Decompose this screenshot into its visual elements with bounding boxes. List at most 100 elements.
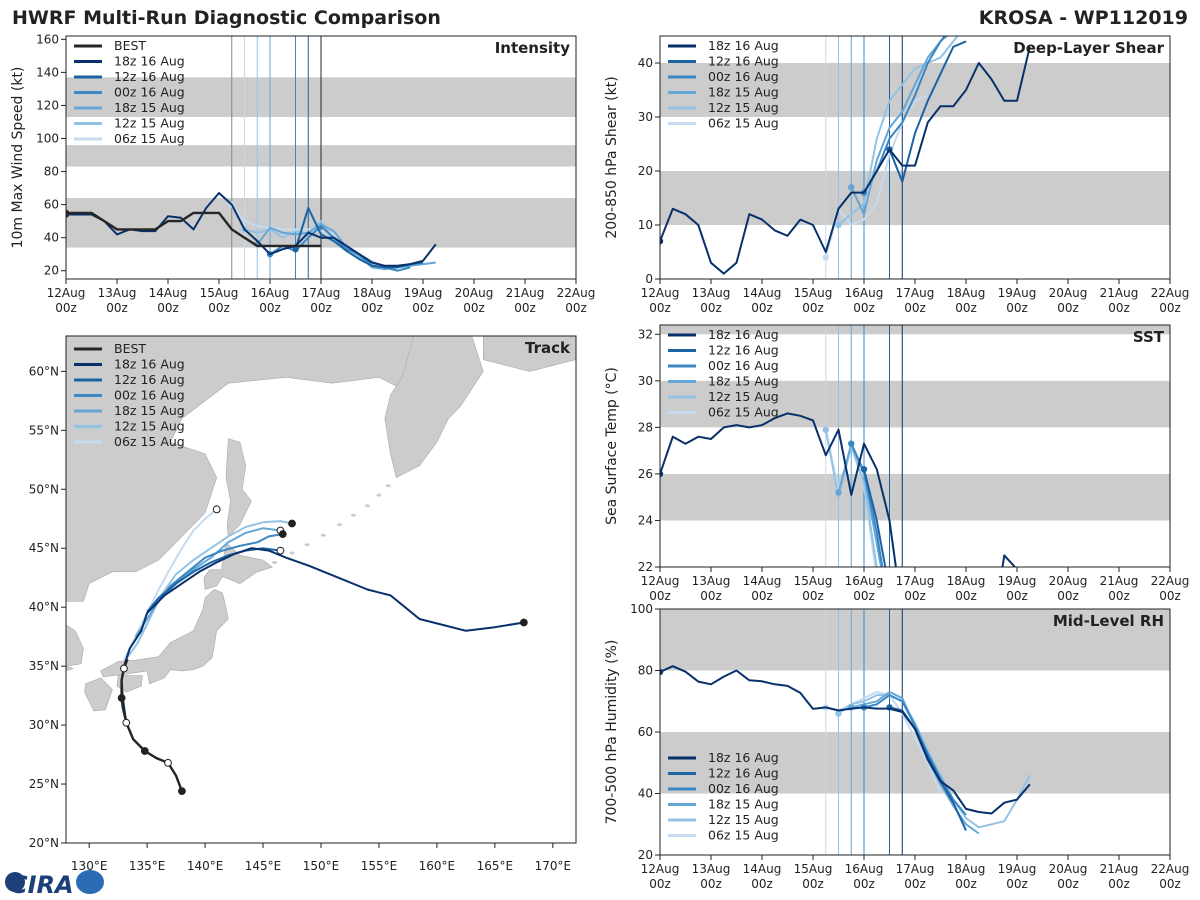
rh-xtick-date: 13Aug xyxy=(692,862,731,876)
land-kuril-island xyxy=(272,560,278,564)
sst-panel-title: SST xyxy=(1133,328,1165,346)
sst-xtick-date: 16Aug xyxy=(845,574,884,588)
shear-xtick-date: 13Aug xyxy=(692,286,731,300)
rh-xtick-hour: 00z xyxy=(1006,877,1028,891)
shear-chart: 01020304012Aug00z13Aug00z14Aug00z15Aug00… xyxy=(604,35,1190,315)
sst-ylabel: Sea Surface Temp (°C) xyxy=(604,367,620,525)
intensity-xtick-date: 17Aug xyxy=(302,286,341,300)
shear-panel-title: Deep-Layer Shear xyxy=(1013,39,1164,57)
track-panel-title: Track xyxy=(525,339,571,357)
shear-series-line xyxy=(824,94,929,258)
land-sakhalin xyxy=(225,438,252,538)
sst-xtick-hour: 00z xyxy=(649,589,671,603)
sst-series-line xyxy=(660,412,1017,567)
intensity-ylabel: 10m Max Wind Speed (kt) xyxy=(10,67,26,249)
shear-legend-label: 18z 16 Aug xyxy=(708,38,779,53)
rh-legend-label: 18z 15 Aug xyxy=(708,797,779,812)
track-ytick-label: 60°N xyxy=(29,364,59,378)
rh-xtick-hour: 00z xyxy=(904,877,926,891)
sst-series-line-start-point xyxy=(860,466,868,473)
rh-series-line xyxy=(660,665,1031,815)
track-ytick-label: 20°N xyxy=(29,836,59,850)
rh-ytick-label: 80 xyxy=(638,664,653,678)
sst-ytick-label: 30 xyxy=(638,374,653,388)
shear-xtick-date: 18Aug xyxy=(947,286,986,300)
rh-legend-label: 12z 16 Aug xyxy=(708,766,779,781)
sst-ytick-label: 26 xyxy=(638,467,653,481)
sst-legend-label: 00z 16 Aug xyxy=(708,358,779,373)
rh-ytick-label: 100 xyxy=(630,602,653,616)
shear-plot-area xyxy=(660,36,1170,279)
intensity-xtick-hour: 00z xyxy=(208,301,230,315)
logo-ring-icon xyxy=(76,870,104,894)
shear-xtick-date: 22Aug xyxy=(1151,286,1190,300)
shear-xtick-hour: 00z xyxy=(1159,301,1181,315)
sst-xtick-date: 21Aug xyxy=(1100,574,1139,588)
rh-xtick-date: 19Aug xyxy=(998,862,1037,876)
track-end-point xyxy=(519,618,528,627)
intensity-xtick-hour: 00z xyxy=(157,301,179,315)
shear-ytick-label: 20 xyxy=(638,164,653,178)
land-kuril-island xyxy=(320,533,326,537)
intensity-series-line xyxy=(294,206,424,269)
rh-xtick-hour: 00z xyxy=(802,877,824,891)
intensity-xtick-date: 12Aug xyxy=(47,286,86,300)
rh-series-line xyxy=(889,706,967,831)
track-xtick-label: 140°E xyxy=(187,859,224,873)
track-map: 130°E 135°E 140°E 145°E 150°E 155°E 160°E 165°E… xyxy=(29,335,577,873)
land-kamchatka xyxy=(384,336,484,478)
sst-xtick-date: 12Aug xyxy=(641,574,680,588)
track-xtick-label: 150°E xyxy=(303,859,340,873)
shear-ytick-label: 0 xyxy=(645,272,653,286)
shear-xtick-hour: 00z xyxy=(649,301,671,315)
land-korea-tip xyxy=(66,665,74,672)
sst-xtick-date: 18Aug xyxy=(947,574,986,588)
sst-band xyxy=(660,325,1170,335)
shear-ylabel: 200-850 hPa Shear (kt) xyxy=(604,76,620,238)
intensity-best-line-start-point xyxy=(66,209,70,217)
sst-ytick-label: 32 xyxy=(638,327,653,341)
rh-xtick-hour: 00z xyxy=(853,877,875,891)
sst-legend-label: 06z 15 Aug xyxy=(708,405,779,420)
track-legend-label: 18z 15 Aug xyxy=(114,403,185,418)
shear-xtick-date: 16Aug xyxy=(845,286,884,300)
track-ytick-label: 25°N xyxy=(29,777,59,791)
intensity-legend-label: 06z 15 Aug xyxy=(114,131,185,146)
rh-xtick-date: 17Aug xyxy=(896,862,935,876)
land-kuril-island xyxy=(376,493,382,497)
sst-xtick-date: 15Aug xyxy=(794,574,833,588)
land-honshu xyxy=(100,589,229,685)
rh-series-line xyxy=(825,691,942,794)
figure-title: HWRF Multi-Run Diagnostic Comparison xyxy=(12,7,441,29)
sst-series-line xyxy=(863,469,887,567)
sst-band xyxy=(660,380,1170,428)
sst-xtick-date: 13Aug xyxy=(692,574,731,588)
rh-legend-label: 00z 16 Aug xyxy=(708,781,779,796)
shear-xtick-hour: 00z xyxy=(1108,301,1130,315)
rh-xtick-date: 12Aug xyxy=(641,862,680,876)
track-ytick-label: 40°N xyxy=(29,600,59,614)
sst-xtick-hour: 00z xyxy=(802,589,824,603)
track-ytick-label: 30°N xyxy=(29,718,59,732)
intensity-legend-label: 18z 16 Aug xyxy=(114,54,185,69)
rh-series-line xyxy=(837,694,1031,829)
shear-legend-label: 18z 15 Aug xyxy=(708,85,779,100)
track-legend-label: 00z 16 Aug xyxy=(114,388,185,403)
intensity-plot-area xyxy=(66,36,576,279)
land-chukotka xyxy=(482,336,576,372)
shear-xtick-date: 14Aug xyxy=(743,286,782,300)
intensity-xtick-hour: 00z xyxy=(514,301,536,315)
rh-band xyxy=(660,609,1170,671)
shear-xtick-hour: 00z xyxy=(1006,301,1028,315)
sst-band xyxy=(660,473,1170,521)
rh-xtick-hour: 00z xyxy=(700,877,722,891)
intensity-chart: 2040608010012014016012Aug00z13Aug00z14Au… xyxy=(10,32,595,315)
shear-band xyxy=(660,171,1170,225)
rh-xtick-hour: 00z xyxy=(955,877,977,891)
rh-series-line-start-point xyxy=(660,668,664,676)
land-kuril-island xyxy=(289,551,295,555)
track-best-line-point xyxy=(140,747,149,755)
track-best-line-point xyxy=(178,787,186,796)
intensity-legend-label: 18z 15 Aug xyxy=(114,100,185,115)
shear-xtick-hour: 00z xyxy=(751,301,773,315)
